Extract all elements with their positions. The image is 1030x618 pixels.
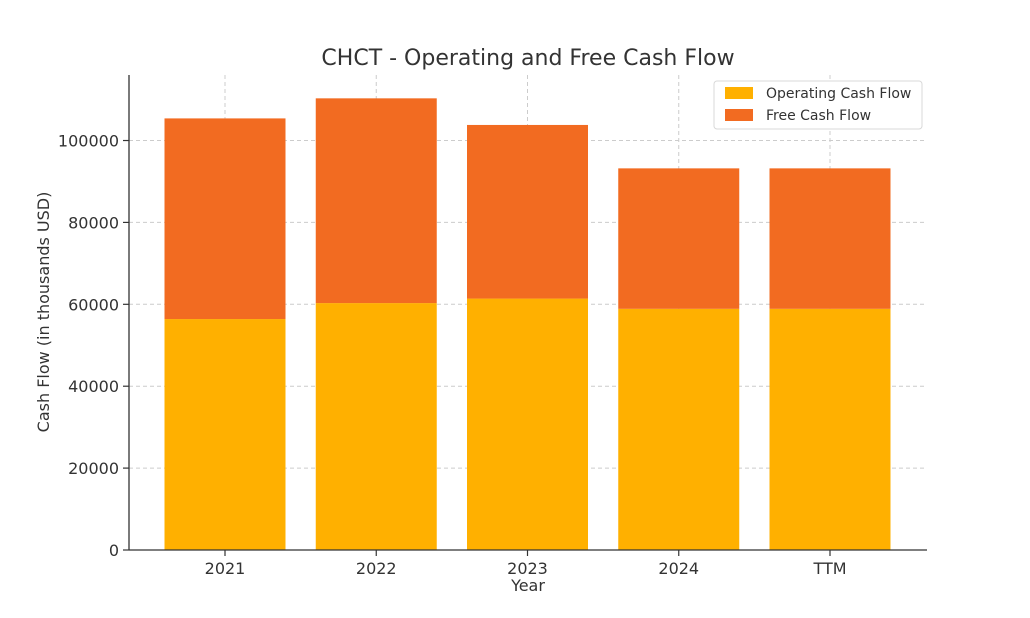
bar-operating-2022 (315, 303, 437, 550)
x-tick-label: 2024 (658, 559, 699, 578)
legend-label-operating: Operating Cash Flow (766, 86, 911, 102)
bar-free-2022 (315, 98, 437, 304)
y-tick-label: 40000 (68, 377, 119, 396)
y-ticks: 0 20000 40000 60000 80000 100000 (58, 132, 129, 560)
y-tick-label: 60000 (68, 295, 119, 314)
legend-swatch-operating (725, 87, 753, 99)
y-tick-label: 80000 (68, 213, 119, 232)
bar-free-2023 (467, 124, 588, 299)
bar-operating-2021 (164, 319, 286, 550)
bar-operating-2024 (618, 308, 740, 550)
legend-items: Operating Cash Flow Free Cash Flow (725, 86, 911, 124)
legend-swatch-free (725, 109, 753, 121)
legend: Operating Cash Flow Free Cash Flow (713, 80, 923, 130)
x-axis-label: Year (510, 576, 545, 595)
bars (164, 98, 891, 550)
x-tick-label: 2023 (507, 559, 548, 578)
x-tick-label: TTM (812, 559, 846, 578)
y-tick-label: 20000 (68, 459, 119, 478)
x-ticks: 2021 2022 2023 2024 TTM (205, 550, 847, 578)
y-tick-label: 100000 (58, 132, 119, 151)
y-axis-label: Cash Flow (in thousands USD) (34, 192, 53, 433)
chart-title: CHCT - Operating and Free Cash Flow (321, 46, 734, 71)
bar-operating-ttm (769, 308, 891, 550)
x-tick-label: 2021 (205, 559, 246, 578)
bar-free-2024 (618, 168, 740, 309)
legend-box (713, 80, 923, 130)
bar-operating-2023 (467, 298, 588, 550)
bar-free-2021 (164, 118, 286, 320)
bar-free-ttm (769, 168, 891, 309)
legend-label-free: Free Cash Flow (766, 108, 871, 124)
x-tick-label: 2022 (356, 559, 397, 578)
y-tick-label: 0 (109, 541, 119, 560)
